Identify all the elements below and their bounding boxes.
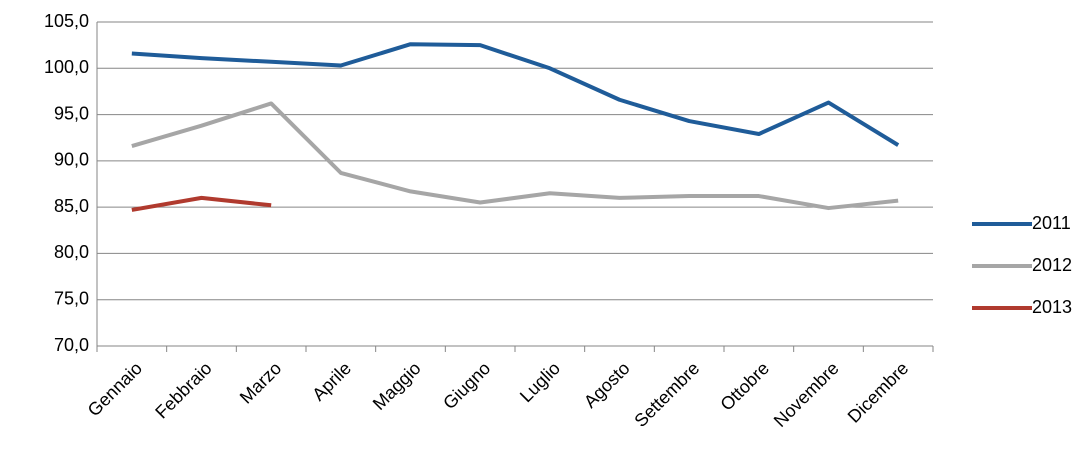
x-tick-label: Ottobre — [716, 358, 773, 415]
x-tick-label: Gennaio — [84, 358, 146, 420]
x-tick-label: Luglio — [516, 358, 564, 406]
legend-label: 2012 — [1032, 255, 1072, 275]
y-tick-label: 100,0 — [44, 57, 89, 77]
x-tick-label: Agosto — [580, 358, 634, 412]
legend-label: 2013 — [1032, 297, 1072, 317]
y-tick-label: 90,0 — [54, 150, 89, 170]
y-tick-label: 70,0 — [54, 335, 89, 355]
line-series — [131, 42, 900, 147]
y-tick-label: 80,0 — [54, 242, 89, 262]
x-tick-label: Marzo — [236, 358, 286, 408]
x-tick-label: Giugno — [439, 358, 494, 413]
x-tick-label: Febbraio — [151, 358, 215, 422]
y-tick-label: 85,0 — [54, 196, 89, 216]
x-tick-label: Novembre — [770, 358, 843, 431]
y-tick-label: 95,0 — [54, 103, 89, 123]
x-tick-label: Settembre — [630, 358, 703, 431]
line-series — [131, 101, 899, 211]
y-tick-label: 105,0 — [44, 11, 89, 31]
line-series — [131, 195, 272, 212]
x-tick-label: Maggio — [369, 358, 425, 414]
x-tick-label: Aprile — [308, 358, 355, 405]
y-tick-label: 75,0 — [54, 288, 89, 308]
legend-label: 2011 — [1032, 213, 1071, 233]
x-tick-label: Dicembre — [844, 358, 913, 427]
